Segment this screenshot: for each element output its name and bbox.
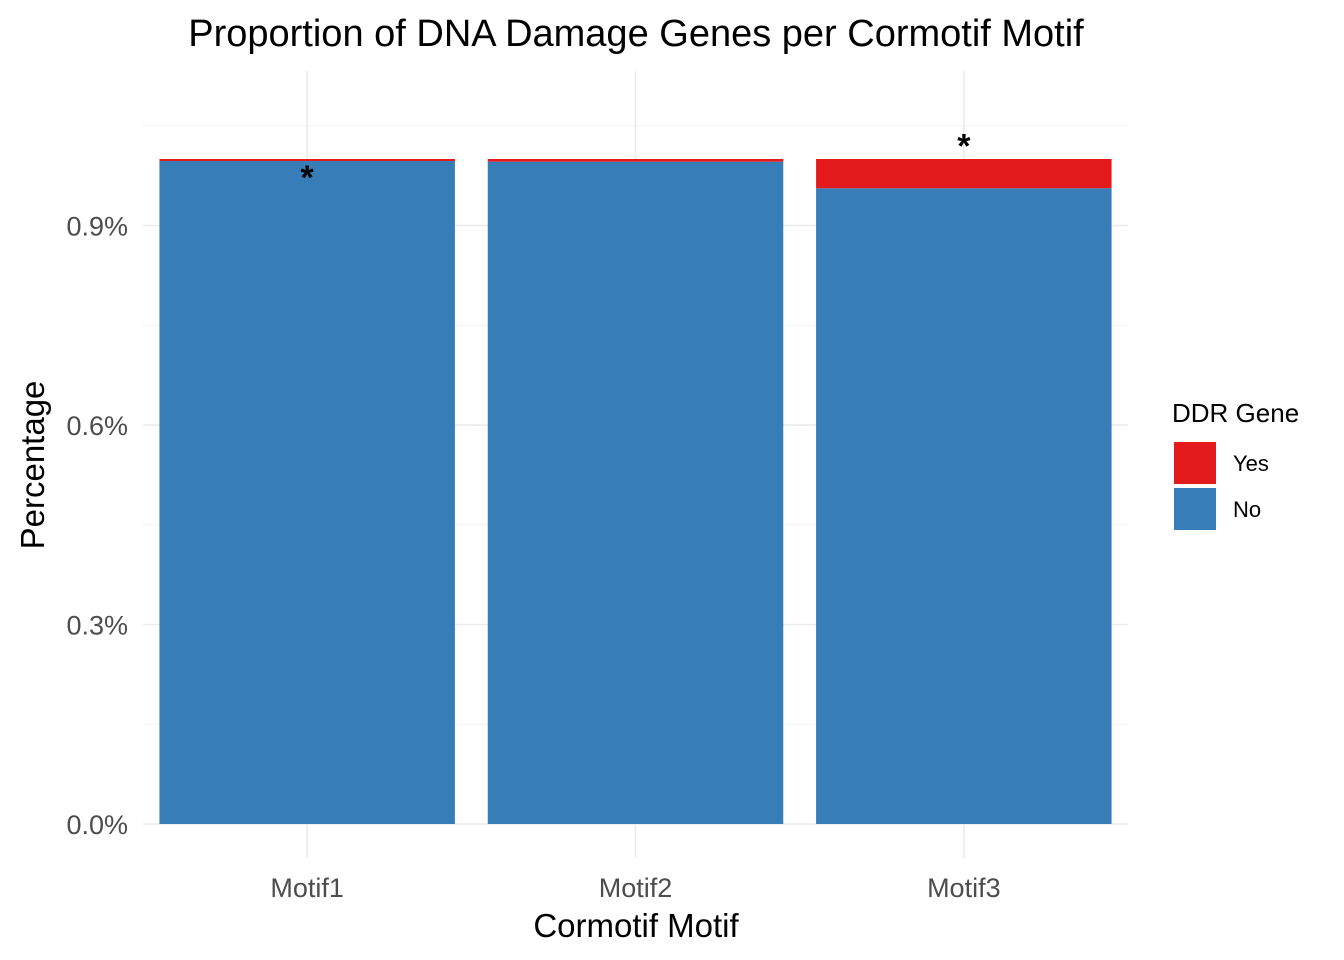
legend-label-no: No <box>1233 497 1261 522</box>
chart-title: Proportion of DNA Damage Genes per Cormo… <box>188 13 1084 55</box>
legend-title: DDR Gene <box>1172 398 1299 428</box>
x-tick-label: Motif2 <box>599 873 673 903</box>
annotations-layer: ** <box>301 128 972 197</box>
bar-no-motif2 <box>487 161 784 824</box>
y-axis-title: Percentage <box>14 381 51 550</box>
x-tick-label: Motif1 <box>270 873 344 903</box>
significance-marker: * <box>301 159 315 197</box>
significance-marker: * <box>957 128 971 166</box>
legend-entries: Yes No <box>1174 442 1269 530</box>
bar-yes-motif3 <box>816 159 1112 189</box>
bar-no-motif1 <box>159 160 455 824</box>
y-axis-ticks: 0.0% 0.3% 0.6% 0.9% <box>66 212 128 841</box>
y-tick-label: 0.6% <box>66 411 128 441</box>
x-axis-title: Cormotif Motif <box>533 907 739 944</box>
x-tick-label: Motif3 <box>927 873 1001 903</box>
legend: DDR Gene Yes No <box>1172 398 1299 530</box>
legend-label-yes: Yes <box>1233 451 1269 476</box>
bar-yes-motif2 <box>487 159 784 162</box>
bar-no-motif3 <box>816 188 1112 824</box>
y-tick-label: 0.0% <box>66 810 128 840</box>
y-tick-label: 0.3% <box>66 611 128 641</box>
x-axis-ticks: Motif1 Motif2 Motif3 <box>270 873 1000 903</box>
bars-layer <box>159 159 1112 824</box>
legend-swatch-yes <box>1174 442 1216 484</box>
bar-yes-motif1 <box>159 159 455 161</box>
y-tick-label: 0.9% <box>66 212 128 242</box>
legend-swatch-no <box>1174 488 1216 530</box>
